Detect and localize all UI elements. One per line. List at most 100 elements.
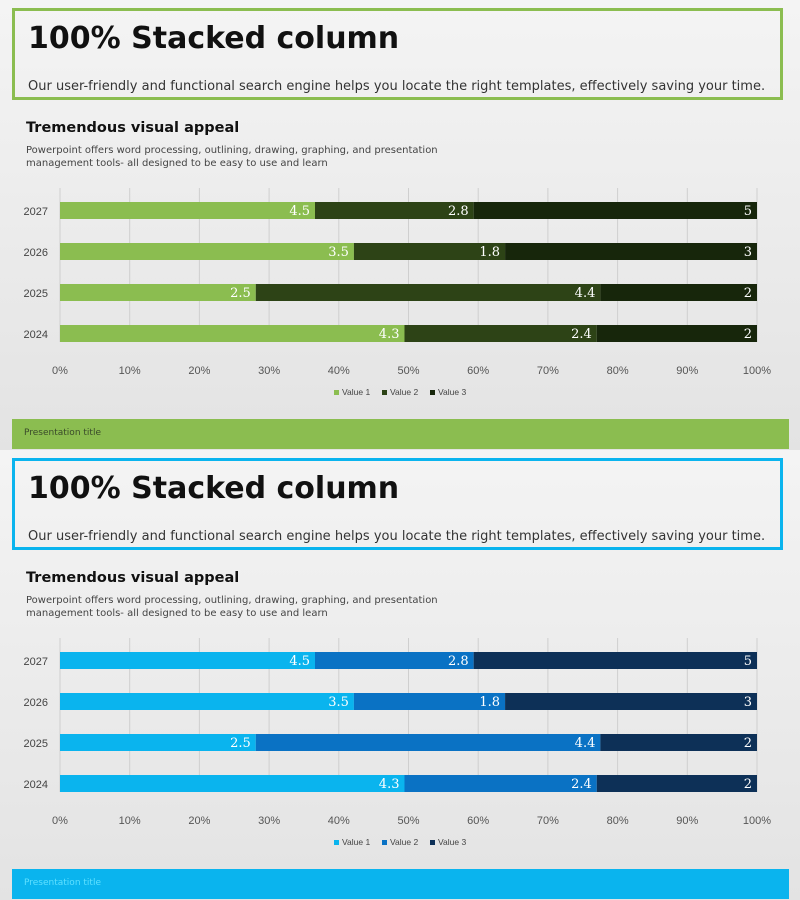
bar-segment	[505, 243, 757, 260]
x-tick-label: 70%	[537, 815, 559, 827]
bar-segment	[255, 284, 601, 301]
data-label: 2.8	[448, 654, 469, 669]
bar-segment	[255, 734, 601, 751]
data-label: 2	[744, 777, 752, 792]
footer-text: Presentation title	[24, 428, 101, 438]
x-tick-label: 60%	[467, 365, 489, 377]
chart-heading: Tremendous visual appeal	[26, 120, 240, 136]
data-label: 2.5	[230, 286, 251, 301]
x-tick-label: 10%	[119, 815, 141, 827]
bar-segment	[60, 325, 405, 342]
bar-segment	[60, 243, 354, 260]
data-label: 4.5	[289, 654, 310, 669]
legend-label: Value 3	[438, 387, 466, 397]
slide-title: 100% Stacked column	[28, 21, 400, 56]
data-label: 2	[744, 286, 752, 301]
data-label: 3	[744, 695, 752, 710]
bar-segment	[600, 284, 757, 301]
bar-segment	[404, 775, 597, 792]
x-tick-label: 20%	[188, 815, 210, 827]
data-label: 4.4	[575, 736, 596, 751]
x-tick-label: 50%	[397, 365, 419, 377]
x-tick-label: 100%	[743, 365, 771, 377]
legend-label: Value 3	[438, 837, 466, 847]
bar-segment	[353, 693, 506, 710]
x-tick-label: 90%	[676, 815, 698, 827]
chart-heading: Tremendous visual appeal	[26, 570, 240, 586]
bar-segment	[315, 202, 474, 219]
data-label: 2.8	[448, 204, 469, 219]
bar-segment	[60, 775, 405, 792]
data-label: 1.8	[479, 695, 500, 710]
data-label: 5	[744, 654, 752, 669]
x-tick-label: 100%	[743, 815, 771, 827]
legend-swatch	[430, 390, 435, 395]
title-box: 100% Stacked column Our user-friendly an…	[12, 8, 783, 100]
x-tick-label: 20%	[188, 365, 210, 377]
x-tick-label: 10%	[119, 365, 141, 377]
bar-segment	[60, 734, 256, 751]
y-category-label: 2025	[24, 738, 48, 750]
bar-segment	[404, 325, 597, 342]
x-tick-label: 70%	[537, 365, 559, 377]
y-category-label: 2024	[24, 329, 48, 341]
stacked-bar-chart: 0% 10% 20% 30% 40% 50% 60% 70% 80% 90% 100% 2027 4.5…	[24, 188, 771, 397]
y-category-label: 2027	[24, 206, 48, 218]
bar-segment	[473, 202, 757, 219]
x-tick-label: 30%	[258, 815, 280, 827]
data-label: 4.4	[575, 286, 596, 301]
bar-segment	[596, 325, 757, 342]
x-tick-label: 30%	[258, 365, 280, 377]
bar-segment	[596, 775, 757, 792]
chart-description: Powerpoint offers word processing, outli…	[26, 145, 438, 169]
legend-swatch	[334, 840, 339, 845]
slide-title: 100% Stacked column	[28, 471, 400, 506]
x-tick-label: 0%	[52, 815, 68, 827]
data-label: 2	[744, 327, 752, 342]
data-label: 4.5	[289, 204, 310, 219]
data-label: 3	[744, 245, 752, 260]
data-label: 2.4	[571, 327, 592, 342]
x-tick-label: 0%	[52, 365, 68, 377]
bar-segment	[473, 652, 757, 669]
data-label: 2.5	[230, 736, 251, 751]
data-label: 3.5	[328, 695, 349, 710]
footer-bar: Presentation title	[12, 869, 789, 899]
bar-segment	[505, 693, 757, 710]
data-label: 4.3	[379, 777, 400, 792]
legend-swatch	[430, 840, 435, 845]
data-label: 4.3	[379, 327, 400, 342]
data-label: 2.4	[571, 777, 592, 792]
legend-label: Value 2	[390, 837, 418, 847]
bar-segment	[60, 284, 256, 301]
title-box: 100% Stacked column Our user-friendly an…	[12, 458, 783, 550]
slide-blue: 100% Stacked column Our user-friendly an…	[0, 450, 800, 900]
bar-segment	[60, 693, 354, 710]
data-label: 5	[744, 204, 752, 219]
legend-swatch	[382, 390, 387, 395]
data-label: 2	[744, 736, 752, 751]
legend-swatch	[382, 840, 387, 845]
bar-segment	[60, 202, 315, 219]
y-category-label: 2025	[24, 288, 48, 300]
bar-segment	[600, 734, 757, 751]
slide-green: 100% Stacked column Our user-friendly an…	[0, 0, 800, 450]
y-category-label: 2026	[24, 697, 48, 709]
bar-segment	[60, 652, 315, 669]
y-category-label: 2027	[24, 656, 48, 668]
bar-segment	[353, 243, 506, 260]
x-tick-label: 40%	[328, 365, 350, 377]
x-tick-label: 80%	[607, 815, 629, 827]
y-category-label: 2026	[24, 247, 48, 259]
slide-description: Our user-friendly and functional search …	[28, 79, 766, 94]
y-category-label: 2024	[24, 779, 48, 791]
footer-bar: Presentation title	[12, 419, 789, 449]
x-tick-label: 60%	[467, 815, 489, 827]
legend-label: Value 2	[390, 387, 418, 397]
footer-text: Presentation title	[24, 878, 101, 888]
x-tick-label: 50%	[397, 815, 419, 827]
slide-description: Our user-friendly and functional search …	[28, 529, 766, 544]
x-tick-label: 40%	[328, 815, 350, 827]
chart-description: Powerpoint offers word processing, outli…	[26, 595, 438, 619]
legend-label: Value 1	[342, 837, 370, 847]
